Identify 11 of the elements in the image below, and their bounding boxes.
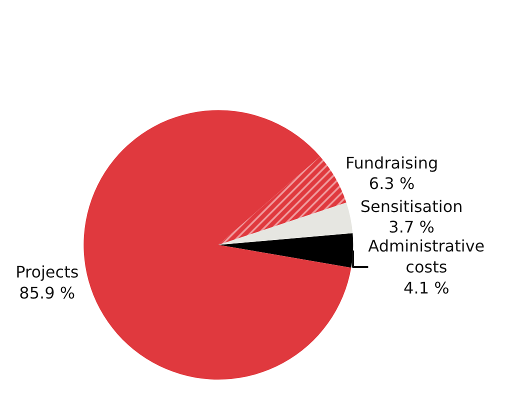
slice-label: Administrative costs	[368, 236, 485, 277]
data-label: 85.9 %	[19, 283, 76, 302]
data-label: 3.7 %	[388, 218, 434, 237]
data-label: 6.3 %	[368, 174, 415, 194]
pie-slice	[218, 202, 353, 245]
pie-slice	[218, 233, 354, 268]
slice-label: Fundraising	[345, 153, 438, 172]
slice-label: Sensitisation	[360, 196, 463, 216]
slice-label: Projects	[16, 262, 79, 282]
data-label: 4.1 %	[404, 278, 450, 298]
pie-slice	[218, 156, 346, 245]
